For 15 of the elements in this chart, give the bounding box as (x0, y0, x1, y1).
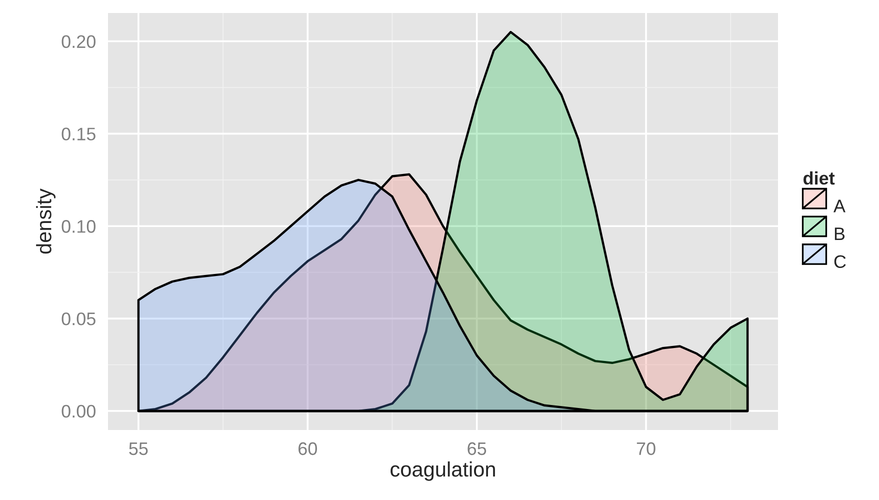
legend-title: diet (804, 171, 835, 185)
x-tick-label: 65 (468, 442, 486, 456)
y-tick-label: 0.10 (62, 220, 96, 233)
y-tick-label: 0.15 (62, 128, 96, 140)
x-tick-label: 55 (129, 442, 148, 456)
x-axis-title: coagulation (390, 461, 495, 481)
y-tick-label: 0.05 (62, 312, 96, 326)
legend-label: A (833, 200, 846, 212)
y-tick-label: 0.00 (62, 404, 96, 418)
y-axis-title: density (36, 188, 56, 254)
x-tick-label: 60 (298, 442, 317, 456)
y-tick-label: 0.20 (62, 35, 96, 48)
legend-label: C (834, 255, 846, 268)
x-tick-label: 70 (636, 442, 656, 456)
legend-label: B (834, 228, 845, 240)
